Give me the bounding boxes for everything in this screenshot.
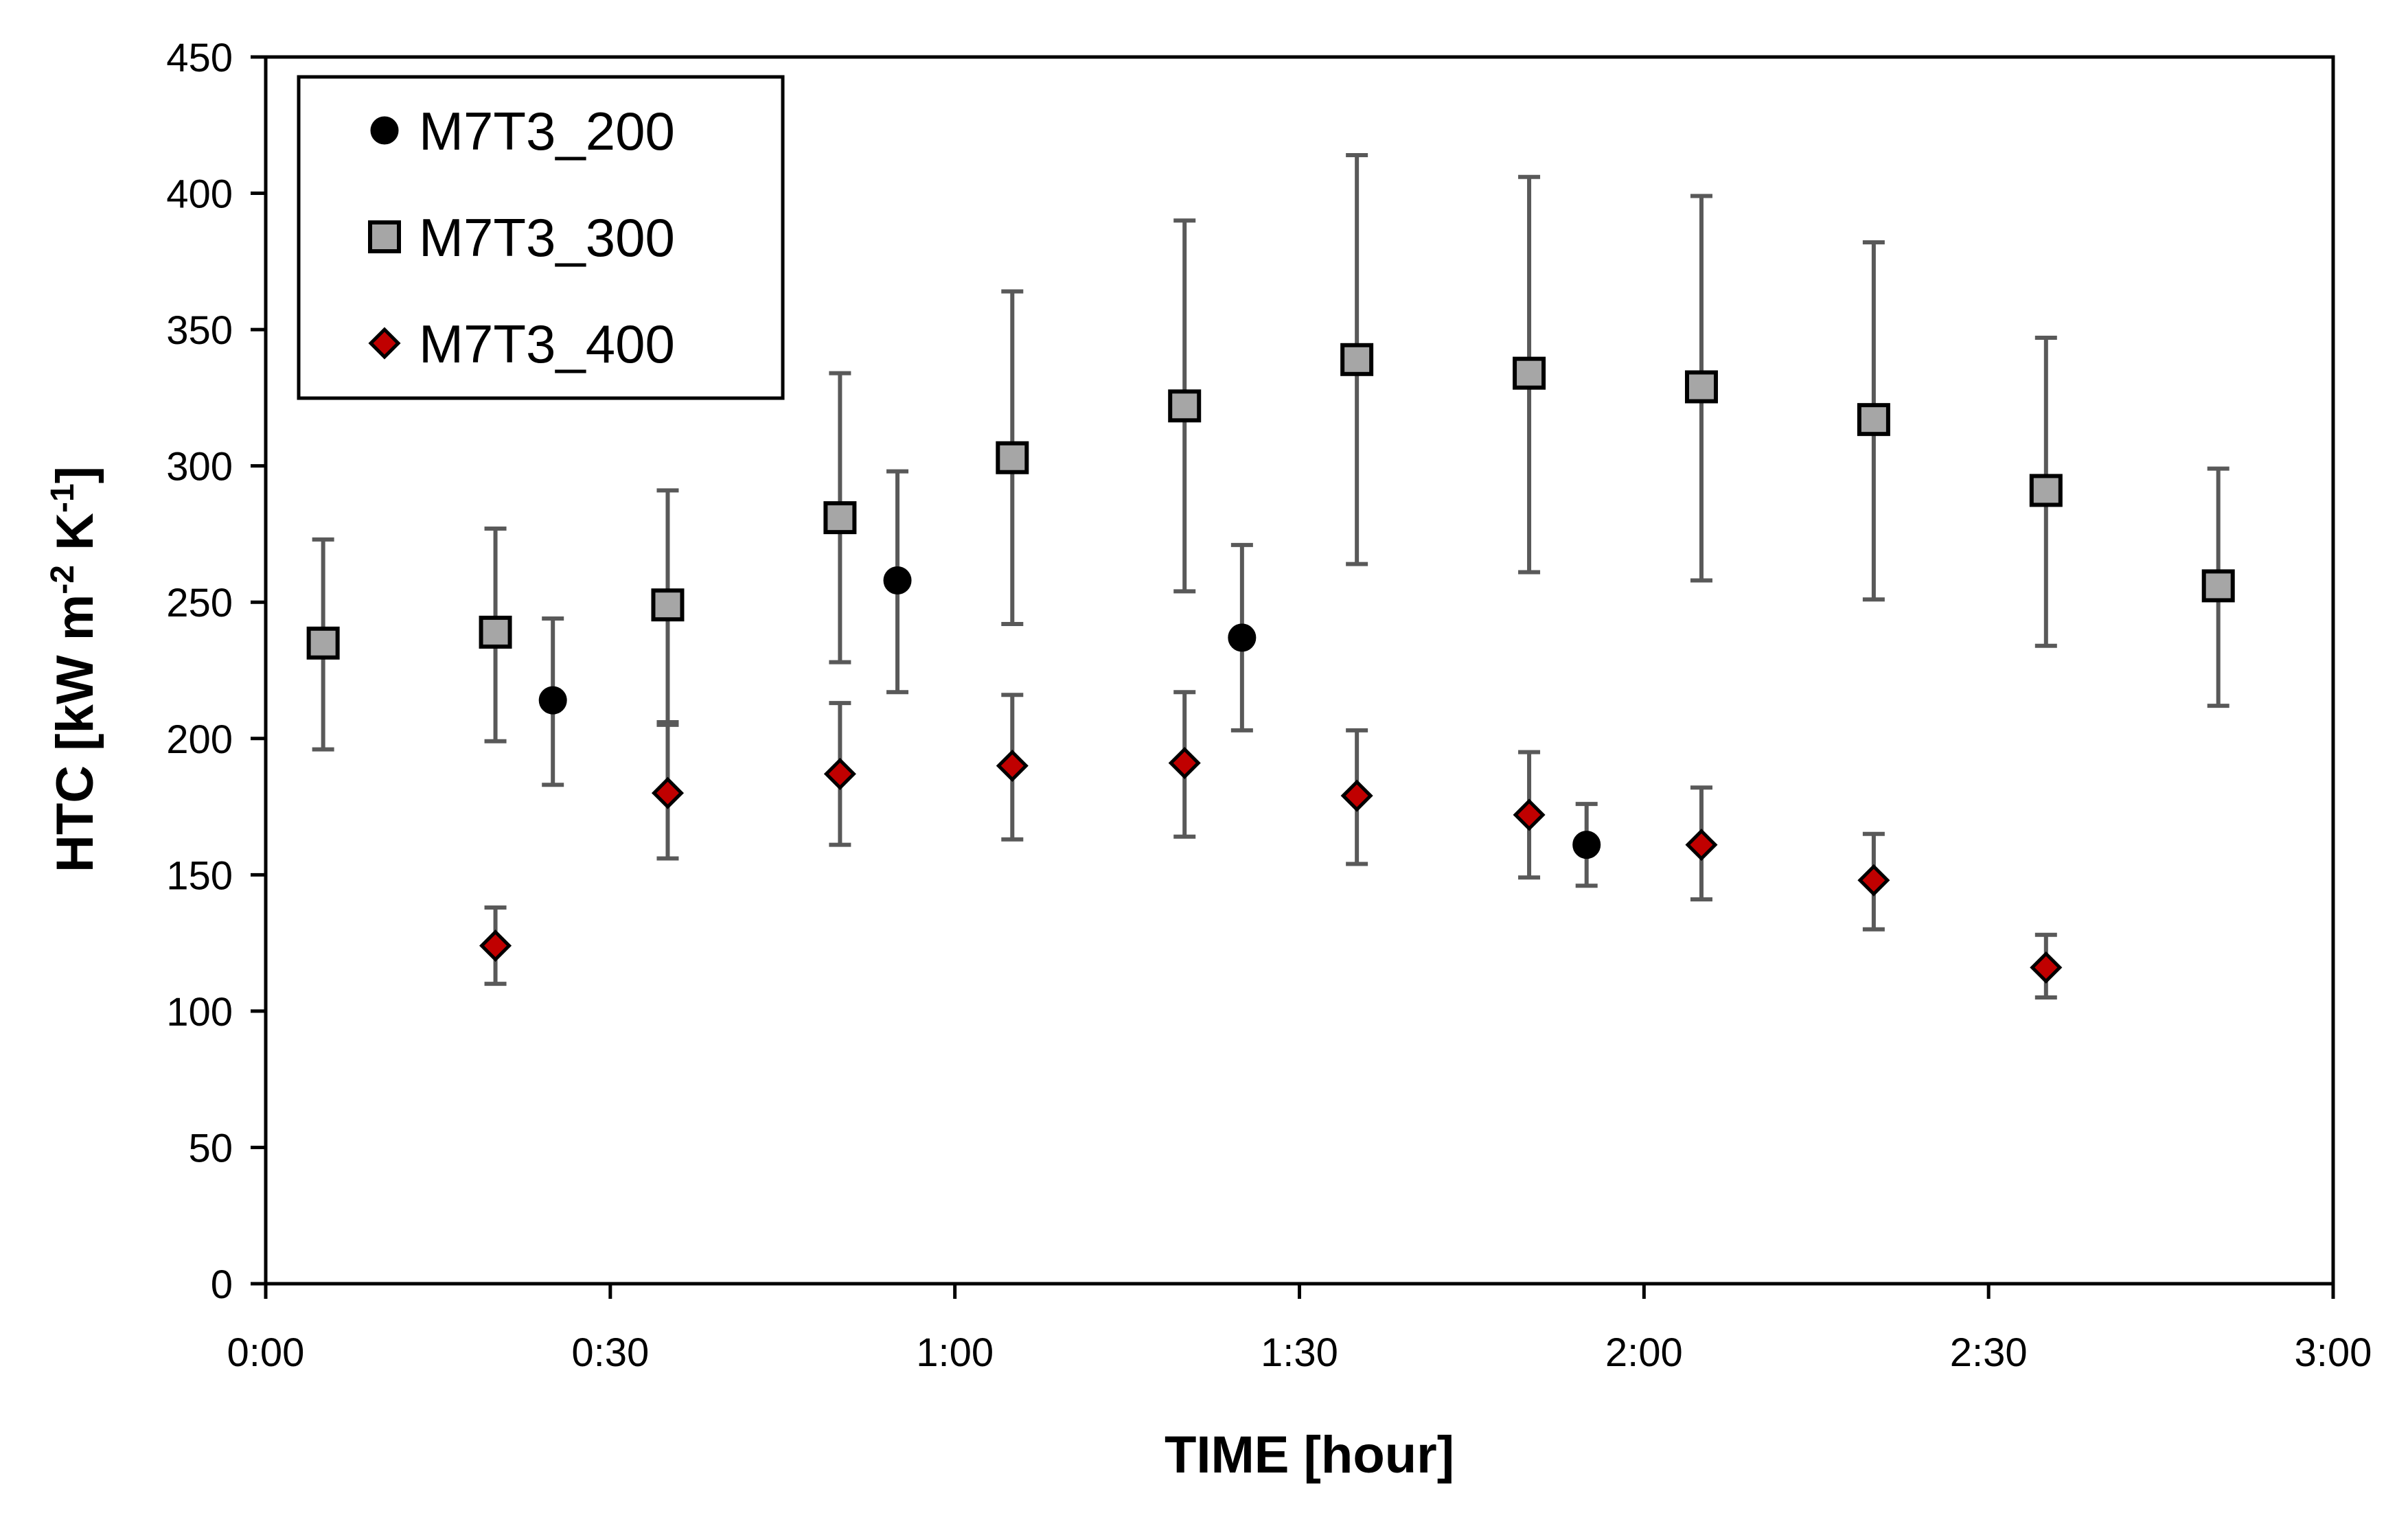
data-point: [1684, 370, 1718, 404]
legend-label: M7T3_300: [419, 207, 675, 268]
series-M7T3_300: [306, 152, 2235, 752]
y-axis-title-exp2: -1: [45, 483, 81, 513]
legend: M7T3_200 M7T3_300 M7T3_400: [297, 75, 785, 400]
x-axis: 0:00 0:30 1:00 1:30 2:00 2:30 3:00: [227, 1284, 2372, 1375]
data-point: [996, 749, 1029, 783]
legend-marker-M7T3_400: [368, 327, 401, 360]
y-axis: 0 50 100 150 200 250 300 350 400 450: [166, 36, 266, 1307]
y-tick-label: 400: [166, 172, 233, 217]
y-tick-label: 450: [166, 36, 233, 80]
y-tick-label: 350: [166, 308, 233, 353]
data-point: [1228, 623, 1257, 652]
data-point: [1685, 829, 1718, 862]
data-point: [306, 626, 340, 660]
legend-label: M7T3_400: [419, 314, 675, 374]
data-point: [1168, 746, 1201, 780]
data-point: [651, 776, 685, 809]
y-axis-title-mid: K: [46, 513, 104, 565]
data-point: [996, 441, 1029, 474]
x-tick-label: 0:30: [571, 1330, 649, 1375]
data-point: [1168, 389, 1202, 423]
series-M7T3_200: [538, 469, 1601, 888]
y-tick-label: 0: [211, 1262, 233, 1307]
y-axis-title: HTC [kW m-2 K-1]: [45, 466, 104, 873]
x-tick-label: 2:00: [1605, 1330, 1683, 1375]
legend-label: M7T3_200: [419, 101, 675, 161]
data-point: [651, 588, 685, 622]
x-axis-title: TIME [hour]: [1165, 1426, 1454, 1484]
data-point: [538, 686, 567, 715]
y-tick-label: 200: [166, 717, 233, 762]
data-point: [2201, 569, 2235, 603]
x-tick-label: 3:00: [2295, 1330, 2372, 1375]
data-point: [2030, 951, 2063, 984]
series-M7T3_400: [479, 690, 2063, 1000]
y-tick-label: 300: [166, 445, 233, 489]
data-point: [823, 757, 856, 790]
data-point: [823, 501, 857, 535]
data-point: [479, 615, 512, 649]
data-point: [1513, 356, 1546, 390]
x-tick-label: 1:00: [916, 1330, 994, 1375]
data-point: [1340, 343, 1374, 376]
y-axis-title-main: HTC [kW m: [46, 594, 104, 873]
legend-marker-M7T3_300: [368, 220, 401, 253]
data-point: [479, 929, 512, 962]
data-point: [2029, 474, 2063, 507]
data-point: [883, 566, 912, 594]
series-layer: [306, 152, 2235, 1000]
data-point: [1572, 831, 1601, 859]
y-axis-title-exp1: -2: [45, 565, 81, 594]
y-tick-label: 250: [166, 581, 233, 625]
x-tick-label: 0:00: [227, 1330, 305, 1375]
x-tick-label: 1:30: [1261, 1330, 1338, 1375]
y-axis-title-end: ]: [46, 466, 104, 483]
y-tick-label: 50: [188, 1126, 233, 1170]
legend-marker-M7T3_200: [370, 116, 399, 145]
y-tick-label: 150: [166, 853, 233, 898]
data-point: [1513, 798, 1546, 831]
y-tick-label: 100: [166, 990, 233, 1035]
x-tick-label: 2:30: [1950, 1330, 2028, 1375]
data-point: [1857, 864, 1890, 897]
data-point: [1857, 403, 1890, 437]
data-point: [1340, 779, 1373, 812]
